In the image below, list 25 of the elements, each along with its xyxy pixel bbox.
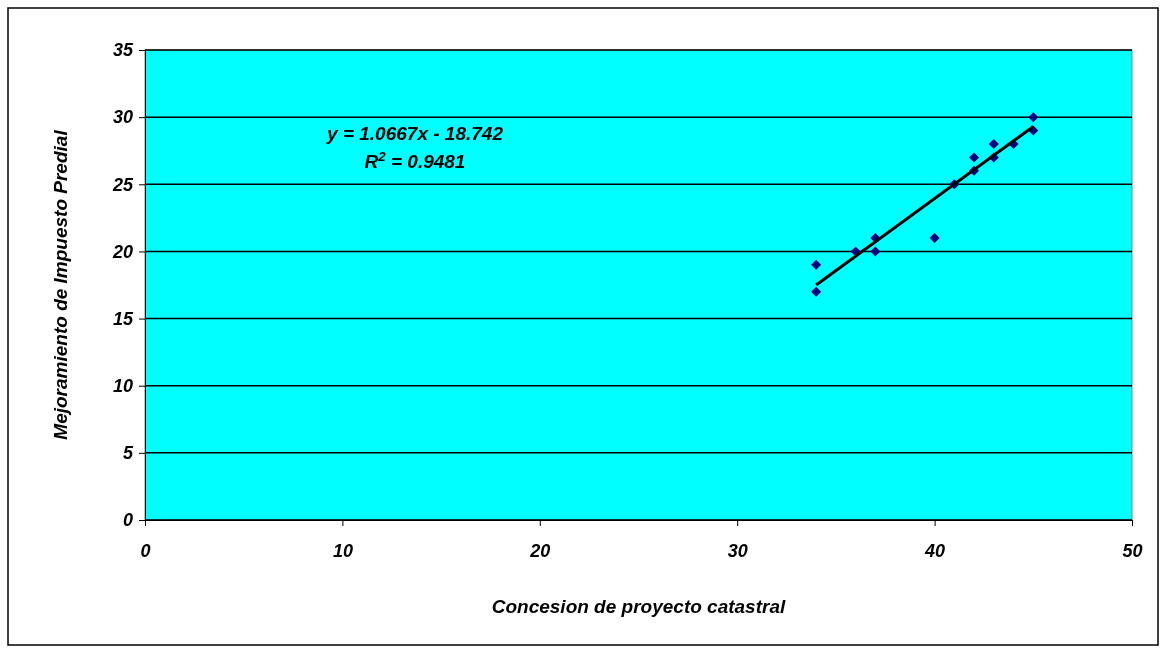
x-axis-title: Concesion de proyecto catastral [491,596,786,617]
x-tick-label: 10 [332,540,353,561]
y-tick-label: 0 [122,510,133,531]
x-tick-label: 0 [140,540,151,561]
y-tick-label: 30 [112,107,133,128]
y-tick-label: 10 [112,375,133,396]
y-tick-label: 20 [111,241,133,262]
point [811,259,822,270]
annotation: y = 1.0667x - 18.742 [326,123,504,144]
point [929,233,940,243]
y-axis-title: Mejoramiento de Impuesto Predial [50,129,71,440]
y-tick-label: 25 [111,174,134,195]
y-tick-label: 15 [112,308,134,329]
x-tick-label: 30 [727,540,748,561]
y-tick-label: 35 [112,40,134,61]
x-tick-label: 40 [924,540,946,561]
point [870,246,881,257]
point [811,286,822,297]
point [969,152,980,163]
x-tick-label: 20 [529,540,551,561]
annotation: R$^{2}$ = 0.9481 [364,148,466,172]
y-tick-label: 5 [122,443,134,464]
point [988,139,999,149]
point [1028,112,1039,123]
x-tick-label: 50 [1122,540,1143,561]
